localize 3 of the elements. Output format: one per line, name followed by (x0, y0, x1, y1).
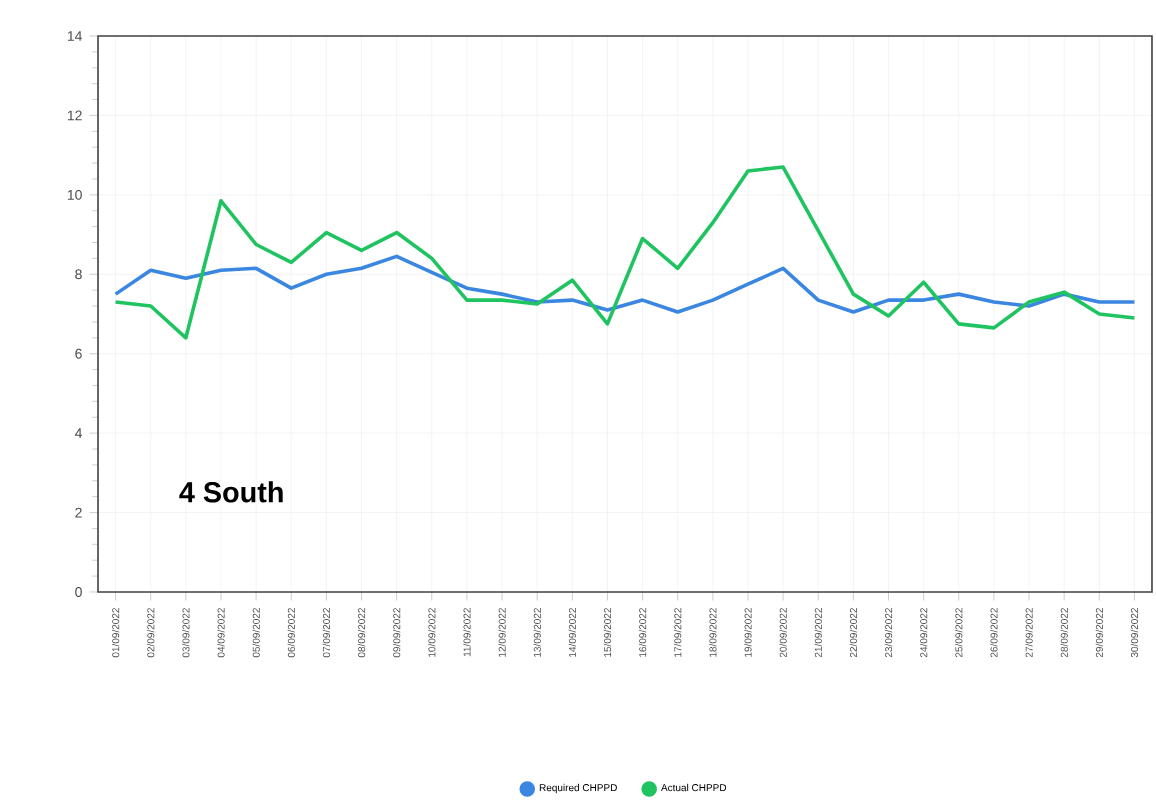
line-series (113, 254, 1137, 314)
line-series (113, 165, 1137, 340)
annotation: 4 South (179, 481, 283, 503)
